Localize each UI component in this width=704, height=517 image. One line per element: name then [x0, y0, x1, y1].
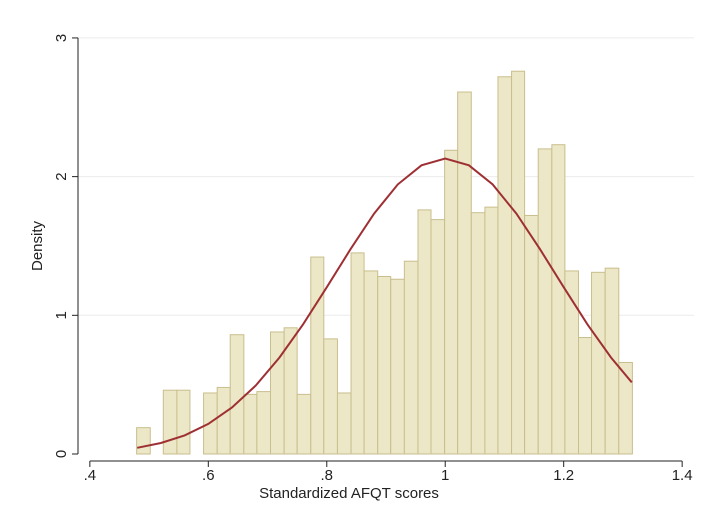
bar [390, 278, 405, 455]
density-curve [137, 157, 633, 449]
bar [403, 260, 419, 455]
bar [310, 256, 325, 455]
y-tick-label: 2 [53, 172, 70, 180]
y-tick-label: 3 [53, 34, 70, 42]
bar [484, 206, 499, 455]
bar [162, 389, 178, 455]
bar [270, 331, 285, 455]
x-tick-label: .8 [321, 467, 334, 484]
bar [470, 212, 486, 455]
bar [497, 76, 513, 455]
x-tick-label: .6 [202, 467, 215, 484]
bar [604, 267, 620, 455]
bar [578, 337, 593, 455]
x-tick-label: .4 [84, 467, 97, 484]
x-axis-title: Standardized AFQT scores [259, 485, 439, 502]
bar [457, 91, 472, 455]
bar [336, 392, 352, 455]
bar [417, 209, 432, 455]
y-axis-title: Density [29, 220, 46, 271]
bar [551, 144, 566, 455]
bar [216, 386, 231, 455]
bar [618, 361, 633, 455]
bar [256, 391, 271, 455]
bar [430, 219, 446, 455]
bar [296, 393, 312, 455]
y-tick-label: 1 [53, 311, 70, 319]
bar [537, 148, 553, 455]
bar [591, 271, 606, 455]
x-tick-label: 1.2 [553, 467, 574, 484]
bar [283, 327, 298, 455]
bar [511, 70, 526, 455]
x-tick-label: 1.4 [672, 467, 693, 484]
bar [229, 334, 245, 455]
bar [323, 338, 338, 455]
x-tick-label: 1 [441, 467, 449, 484]
bar [350, 252, 365, 455]
bar [136, 427, 151, 455]
bar [444, 149, 459, 455]
bar [377, 275, 392, 455]
bar [176, 389, 191, 455]
bar [524, 214, 539, 455]
bar [243, 393, 258, 455]
y-tick-label: 0 [53, 450, 70, 458]
bar [363, 270, 379, 455]
